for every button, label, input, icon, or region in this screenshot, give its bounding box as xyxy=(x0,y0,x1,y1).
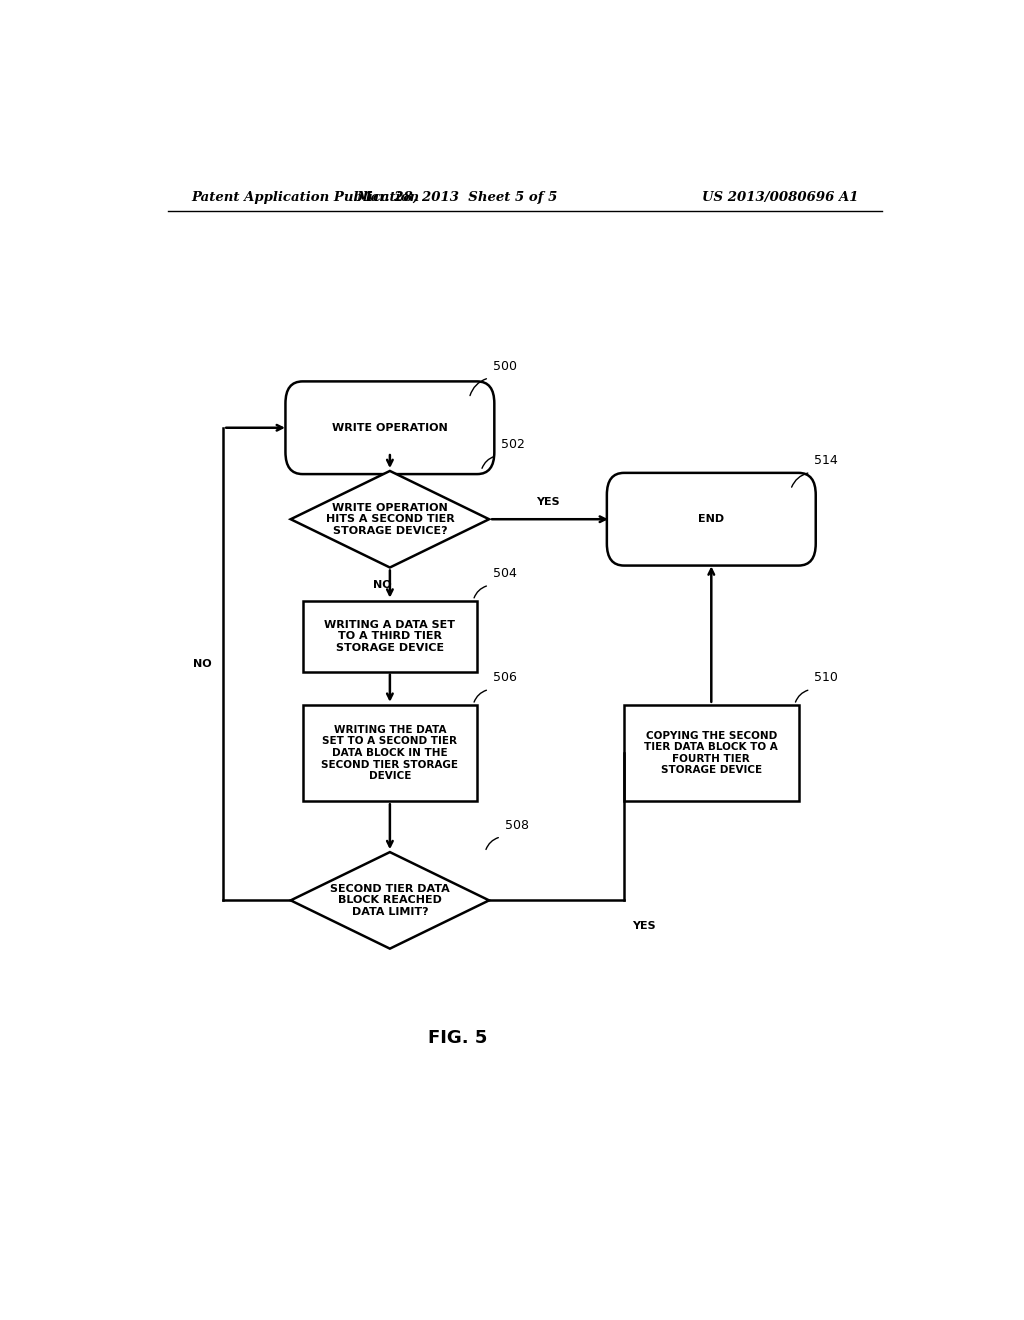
Text: WRITE OPERATION: WRITE OPERATION xyxy=(332,422,447,433)
Text: YES: YES xyxy=(537,498,560,507)
Text: 506: 506 xyxy=(494,672,517,684)
Text: END: END xyxy=(698,515,724,524)
Text: FIG. 5: FIG. 5 xyxy=(428,1028,487,1047)
Bar xyxy=(303,705,477,801)
Polygon shape xyxy=(291,853,489,949)
Text: NO: NO xyxy=(373,579,391,590)
Text: YES: YES xyxy=(632,921,655,931)
FancyBboxPatch shape xyxy=(286,381,495,474)
Text: COPYING THE SECOND
TIER DATA BLOCK TO A
FOURTH TIER
STORAGE DEVICE: COPYING THE SECOND TIER DATA BLOCK TO A … xyxy=(644,730,778,775)
Bar xyxy=(624,705,799,801)
Text: 510: 510 xyxy=(814,672,839,684)
Text: NO: NO xyxy=(193,659,211,669)
Text: WRITING A DATA SET
TO A THIRD TIER
STORAGE DEVICE: WRITING A DATA SET TO A THIRD TIER STORA… xyxy=(325,619,456,652)
Text: 508: 508 xyxy=(505,818,529,832)
FancyBboxPatch shape xyxy=(607,473,816,565)
Text: 502: 502 xyxy=(501,438,525,450)
Polygon shape xyxy=(291,471,489,568)
Text: 514: 514 xyxy=(814,454,839,467)
Text: SECOND TIER DATA
BLOCK REACHED
DATA LIMIT?: SECOND TIER DATA BLOCK REACHED DATA LIMI… xyxy=(330,884,450,917)
Bar xyxy=(303,601,477,672)
Text: WRITE OPERATION
HITS A SECOND TIER
STORAGE DEVICE?: WRITE OPERATION HITS A SECOND TIER STORA… xyxy=(326,503,455,536)
Text: Mar. 28, 2013  Sheet 5 of 5: Mar. 28, 2013 Sheet 5 of 5 xyxy=(356,190,558,203)
Text: 504: 504 xyxy=(494,568,517,581)
Text: Patent Application Publication: Patent Application Publication xyxy=(191,190,420,203)
Text: WRITING THE DATA
SET TO A SECOND TIER
DATA BLOCK IN THE
SECOND TIER STORAGE
DEVI: WRITING THE DATA SET TO A SECOND TIER DA… xyxy=(322,725,459,781)
Text: 500: 500 xyxy=(494,360,517,372)
Text: US 2013/0080696 A1: US 2013/0080696 A1 xyxy=(701,190,858,203)
